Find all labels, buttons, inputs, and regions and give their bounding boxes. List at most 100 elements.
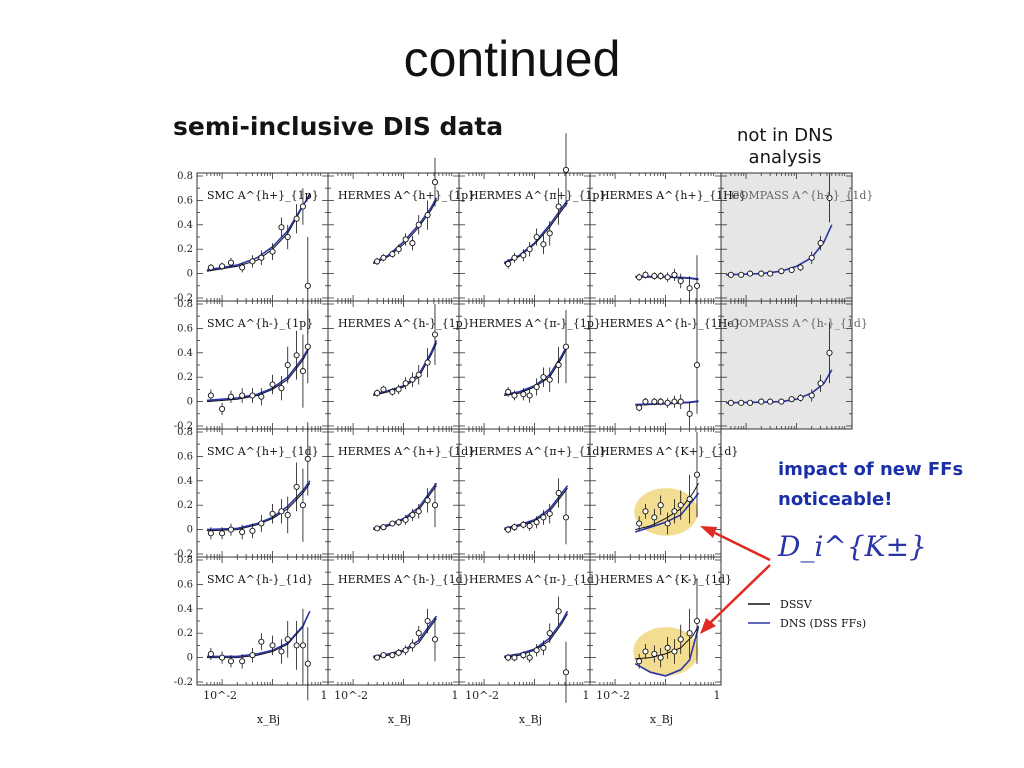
y-tick-label: 0.2 (177, 628, 193, 639)
panel-3-1: HERMES A^{h-}_{1d} (338, 573, 470, 662)
dssv-curve (206, 192, 311, 272)
y-tick-label: 0.2 (177, 244, 193, 255)
y-tick-label: 0.6 (177, 451, 193, 462)
not-in-analysis-note: not in DNS analysis (736, 125, 834, 168)
panel-1-3: HERMES A^{h-}_{1He} (600, 316, 741, 426)
data-point (424, 359, 431, 366)
data-point (415, 508, 422, 515)
data-point (304, 343, 311, 350)
panel-0-3: HERMES A^{h+}_{1He} (600, 189, 746, 317)
shaded-panel-bg (721, 173, 852, 301)
data-point (505, 526, 512, 533)
data-point (227, 526, 235, 533)
section-title: semi-inclusive DIS data (173, 112, 504, 141)
data-point (258, 393, 265, 400)
data-point (767, 398, 774, 405)
data-point (402, 236, 409, 243)
data-point (249, 527, 256, 534)
data-point (424, 211, 431, 219)
data-point (636, 404, 643, 411)
panel-2-3: HERMES A^{K+}_{1d} (600, 432, 738, 535)
data-point (424, 617, 431, 625)
data-point (546, 510, 553, 517)
panel-2-2: HERMES A^{π+}_{1d} (469, 445, 606, 545)
data-point (227, 259, 235, 266)
data-point (693, 471, 701, 478)
data-point (664, 274, 671, 281)
data-point (227, 393, 235, 400)
data-point (686, 285, 693, 292)
data-point (380, 386, 387, 393)
data-point (258, 638, 265, 645)
data-point (642, 398, 649, 405)
data-point (767, 270, 774, 277)
dssv-curve (372, 200, 437, 265)
data-point (555, 361, 562, 369)
data-point (738, 399, 745, 406)
data-point (219, 654, 226, 661)
data-point (817, 380, 824, 387)
y-tick-label: 0.4 (177, 220, 193, 231)
data-point (278, 385, 285, 392)
data-point (664, 399, 671, 406)
data-point (671, 271, 678, 278)
data-point (389, 652, 396, 659)
data-point (239, 528, 246, 536)
y-tick-label: 0.6 (177, 579, 193, 590)
data-point (395, 246, 402, 253)
data-point (505, 388, 512, 395)
data-point (409, 511, 416, 519)
data-point (511, 654, 518, 661)
data-point (380, 652, 387, 659)
data-point (402, 516, 409, 523)
panel-label: SMC A^{h+}_{1p} (207, 189, 319, 202)
data-point (293, 483, 300, 490)
data-point (778, 398, 785, 405)
x-tick-label: 1 (714, 689, 721, 702)
data-point (278, 648, 285, 655)
dssv-curve (373, 485, 437, 531)
data-point (249, 652, 256, 659)
data-point (693, 361, 701, 369)
shaded-panel-bg (721, 301, 852, 429)
data-point (415, 371, 422, 378)
data-point (395, 649, 402, 656)
panel-2-1: HERMES A^{h+}_{1d} (338, 445, 475, 532)
data-point (677, 277, 684, 284)
data-point (415, 221, 422, 228)
panel-label: HERMES A^{π-}_{1d} (469, 573, 601, 586)
data-point (562, 166, 570, 173)
data-point (758, 270, 765, 277)
data-point (520, 391, 527, 398)
y-tick-label: 0 (187, 269, 193, 280)
data-point (540, 241, 547, 248)
data-point (693, 617, 701, 625)
data-point (686, 496, 693, 503)
data-point (511, 392, 518, 399)
data-point (284, 233, 291, 241)
data-point (642, 648, 649, 655)
data-point (727, 399, 734, 406)
data-point (374, 390, 381, 397)
data-point (505, 260, 512, 267)
data-point (207, 530, 214, 537)
data-point (299, 368, 306, 375)
y-tick-label: 0.6 (177, 323, 193, 334)
slide-title: continued (403, 31, 621, 87)
data-point (278, 508, 285, 515)
data-point (293, 215, 300, 222)
arrow-head (700, 526, 717, 538)
data-point (219, 263, 226, 270)
data-point (788, 266, 795, 273)
dns-curve (634, 626, 700, 677)
data-point (409, 376, 416, 383)
data-point (677, 636, 684, 643)
panel-label: HERMES A^{h-}_{1p} (338, 317, 470, 330)
panel-label: HERMES A^{K-}_{1d} (600, 573, 732, 586)
arrow-to-kminus (709, 564, 771, 624)
y-tick-label: 0.4 (177, 604, 193, 615)
panel-label: COMPASS A^{h+}_{1d} (731, 189, 873, 202)
y-tick-label: 0.4 (177, 348, 193, 359)
panel-label: HERMES A^{h+}_{1p} (338, 189, 475, 202)
